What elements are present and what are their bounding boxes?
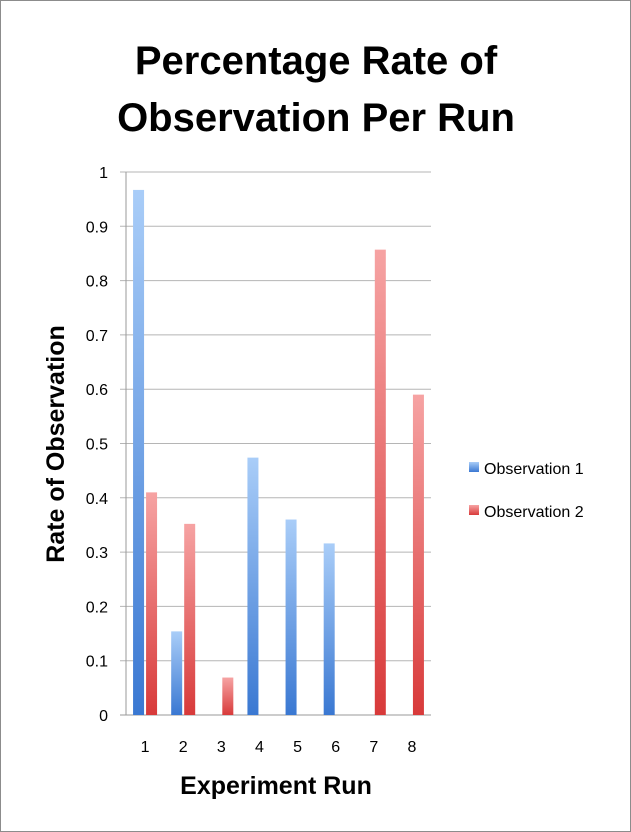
x-tick-label: 7 bbox=[369, 739, 378, 756]
legend-label-observation-1: Observation 1 bbox=[484, 461, 584, 478]
x-tick-label: 4 bbox=[255, 739, 264, 756]
bar-observation-2-run-3 bbox=[222, 677, 234, 715]
bar-observation-2-run-7 bbox=[374, 249, 386, 716]
bar-observation-1-run-2 bbox=[171, 631, 183, 715]
x-tick-label: 2 bbox=[179, 739, 188, 756]
y-tick-label: 0.4 bbox=[86, 491, 108, 508]
x-tick-label: 8 bbox=[407, 739, 416, 756]
legend-swatch-observation-2 bbox=[469, 505, 479, 515]
bar-observation-2-run-2 bbox=[184, 523, 196, 715]
y-tick-label: 0.7 bbox=[86, 328, 108, 345]
chart-title-line-2: Observation Per Run bbox=[117, 96, 515, 140]
gridlines bbox=[120, 171, 431, 716]
x-tick-label: 3 bbox=[217, 739, 226, 756]
x-tick-label: 1 bbox=[141, 739, 150, 756]
y-tick-label: 1 bbox=[99, 165, 108, 182]
y-tick-label: 0.6 bbox=[86, 382, 108, 399]
bar-observation-1-run-4 bbox=[247, 457, 259, 715]
x-axis-ticks: 1 2 3 4 5 6 7 8 bbox=[141, 739, 417, 756]
y-tick-label: 0.8 bbox=[86, 274, 108, 291]
bar-observation-1-run-5 bbox=[285, 519, 297, 715]
bar-observation-1-run-6 bbox=[323, 543, 335, 715]
y-tick-label: 0.5 bbox=[86, 437, 108, 454]
chart-title-line-1: Percentage Rate of bbox=[135, 39, 498, 83]
x-tick-label: 6 bbox=[331, 739, 340, 756]
y-axis-title: Rate of Observation bbox=[42, 325, 70, 563]
legend-label-observation-2: Observation 2 bbox=[484, 504, 584, 521]
bar-observation-1-run-1 bbox=[133, 189, 145, 715]
bars bbox=[133, 189, 424, 716]
legend-swatch-observation-1 bbox=[469, 462, 479, 472]
y-tick-label: 0.2 bbox=[86, 599, 108, 616]
y-tick-label: 0.1 bbox=[86, 654, 108, 671]
y-axis-ticks: 0 0.1 0.2 0.3 0.4 0.5 0.6 0.7 0.8 0.9 1 bbox=[86, 165, 108, 725]
x-tick-label: 5 bbox=[293, 739, 302, 756]
y-tick-label: 0 bbox=[99, 708, 108, 725]
bar-observation-2-run-1 bbox=[146, 492, 158, 715]
x-axis-title: Experiment Run bbox=[180, 772, 372, 800]
y-tick-label: 0.9 bbox=[86, 219, 108, 236]
bar-observation-2-run-8 bbox=[412, 394, 424, 715]
y-tick-label: 0.3 bbox=[86, 545, 108, 562]
legend: Observation 1 Observation 2 bbox=[469, 461, 584, 521]
